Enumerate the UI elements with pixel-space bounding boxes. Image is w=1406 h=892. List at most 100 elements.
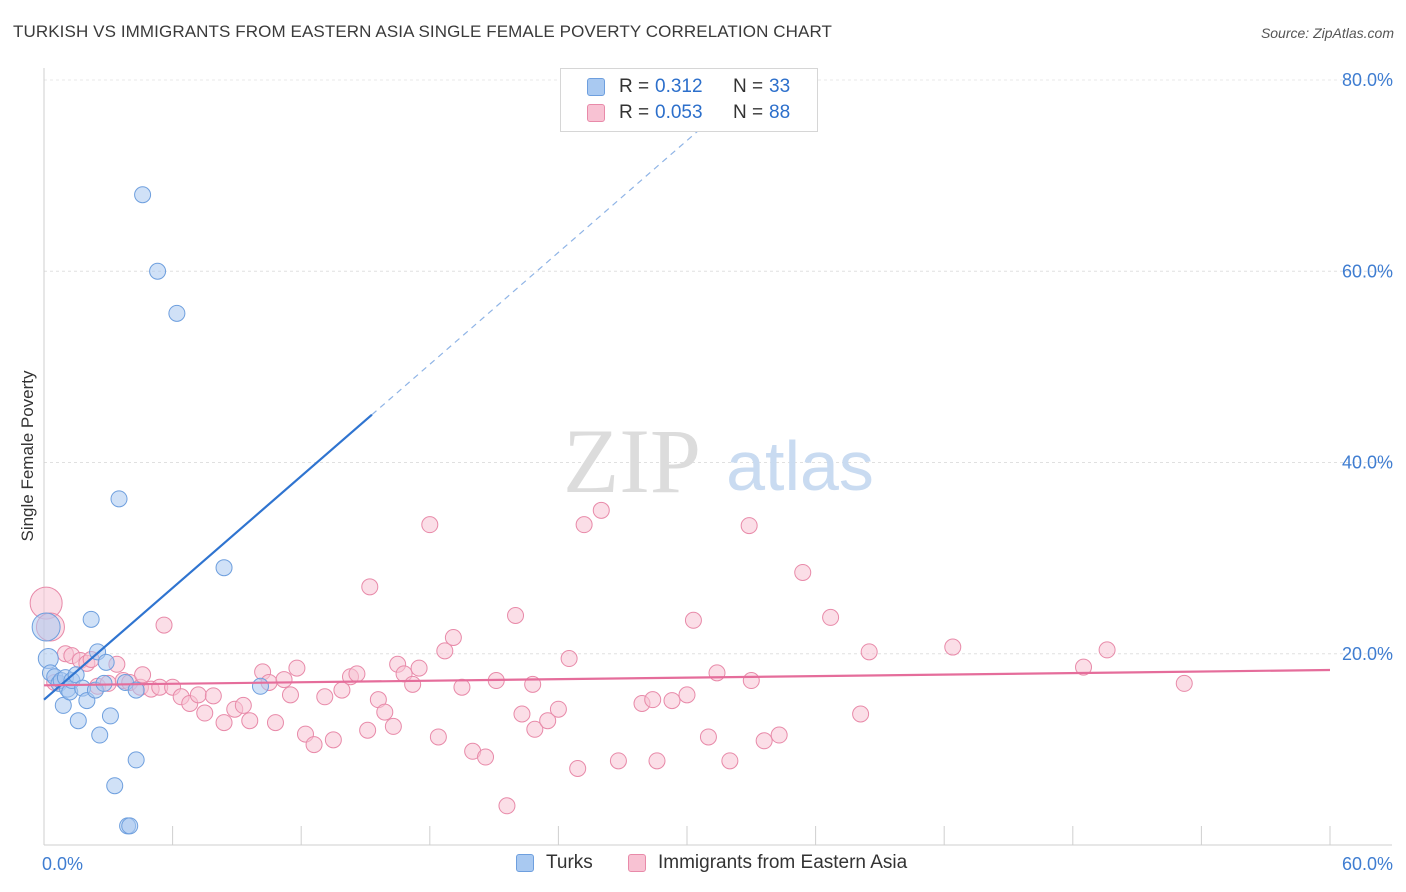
axes — [43, 68, 1392, 846]
legend-item-immigrants[interactable]: Immigrants from Eastern Asia — [628, 852, 907, 874]
turks-point — [127, 681, 145, 699]
r-label: R = — [619, 102, 650, 123]
turks-point — [134, 186, 152, 204]
legend-label-turks: Turks — [546, 852, 593, 873]
immigrants-point — [708, 664, 726, 682]
tick-labels: 20.0% 40.0% 60.0% 80.0% 0.0% 60.0% — [42, 70, 1393, 874]
immigrants-point — [134, 666, 152, 684]
turks-point — [168, 304, 186, 322]
turks-point — [149, 262, 167, 280]
immigrants-point — [740, 517, 758, 535]
immigrants-point — [453, 678, 471, 696]
immigrants-point — [404, 675, 422, 693]
source-label: Source: ZipAtlas.com — [1260, 25, 1394, 41]
immigrants-point — [288, 659, 306, 677]
immigrants-point — [699, 728, 717, 746]
immigrants-point — [477, 748, 495, 766]
immigrants-swatch-icon — [628, 854, 646, 872]
grid-lines — [44, 79, 1392, 655]
immigrants-point — [361, 578, 379, 596]
turks-point — [106, 777, 124, 795]
y-tick-label: 40.0% — [1342, 453, 1393, 473]
immigrants-point — [241, 712, 259, 730]
immigrants-point — [429, 728, 447, 746]
turks-point — [101, 707, 119, 725]
turks-point — [97, 653, 115, 671]
immigrants-point — [742, 672, 760, 690]
x-tick-label: 0.0% — [42, 854, 83, 874]
immigrants-point — [575, 516, 593, 534]
immigrants-point — [648, 752, 666, 770]
watermark: ZIP atlas — [563, 410, 874, 512]
immigrants-point — [305, 736, 323, 754]
immigrants-point — [275, 671, 293, 689]
trend-lines — [43, 112, 1331, 701]
stats-row-immigrants: R = 0.053 N = 88 — [587, 101, 790, 125]
immigrants-point — [644, 691, 662, 709]
legend-item-turks[interactable]: Turks — [516, 852, 593, 874]
immigrants-point — [348, 665, 366, 683]
immigrants-point — [549, 700, 567, 718]
immigrants-point — [860, 643, 878, 661]
immigrants-point — [684, 611, 702, 629]
immigrants-point — [1075, 658, 1093, 676]
immigrants-point — [436, 642, 454, 660]
immigrants-point — [421, 516, 439, 534]
immigrants-point — [755, 732, 773, 750]
n-label: N = — [733, 102, 764, 123]
n-value: 88 — [769, 102, 791, 123]
immigrants-point — [592, 501, 610, 519]
immigrants-point — [359, 721, 377, 739]
immigrants-point — [663, 692, 681, 710]
immigrants-point — [770, 726, 788, 744]
immigrants-point — [324, 731, 342, 749]
series-legend: Turks Immigrants from Eastern Asia — [0, 852, 1406, 878]
series-immigrants-points — [29, 501, 1193, 815]
immigrants-point — [526, 720, 544, 738]
immigrants-point — [204, 687, 222, 705]
stats-row-turks: R = 0.312 N = 33 — [587, 75, 790, 99]
turks-point — [127, 751, 145, 769]
turks-trend-extension — [371, 112, 720, 416]
y-tick-label: 60.0% — [1342, 261, 1393, 281]
y-tick-label: 20.0% — [1342, 644, 1393, 664]
turks-point — [95, 674, 113, 692]
immigrants-point — [507, 607, 525, 624]
turks-point — [110, 490, 128, 508]
immigrants-point — [569, 760, 587, 777]
immigrants-point — [678, 686, 696, 704]
immigrants-point — [721, 752, 739, 770]
immigrants-point — [155, 616, 173, 634]
series-turks-points — [31, 186, 269, 835]
watermark-atlas: atlas — [726, 427, 874, 505]
immigrants-point — [560, 650, 578, 668]
turks-point — [82, 610, 100, 628]
turks-trend-line — [43, 413, 373, 701]
y-tick-label: 80.0% — [1342, 70, 1393, 90]
immigrants-point — [822, 608, 840, 626]
immigrants-point — [384, 717, 402, 735]
immigrants-point — [189, 686, 207, 704]
immigrants-point — [539, 712, 557, 730]
turks-point — [251, 677, 269, 695]
turks-point — [69, 712, 87, 730]
x-tick-label: 60.0% — [1342, 854, 1393, 874]
r-value: 0.312 — [655, 76, 703, 97]
watermark-zip: ZIP — [563, 410, 701, 512]
r-label: R = — [619, 76, 650, 97]
immigrants-point — [609, 752, 627, 770]
immigrants-point — [498, 797, 516, 815]
stats-legend: R = 0.312 N = 33 R = 0.053 N = 88 — [560, 68, 818, 132]
immigrants-point — [794, 563, 812, 581]
immigrants-point — [281, 686, 299, 704]
immigrants-point — [1098, 641, 1116, 659]
immigrants-point — [444, 628, 462, 646]
turks-point — [121, 817, 139, 835]
immigrants-point — [1175, 674, 1193, 692]
immigrants-swatch-icon — [587, 104, 605, 122]
immigrants-point — [234, 696, 252, 714]
immigrants-point — [852, 705, 870, 723]
r-value: 0.053 — [655, 102, 703, 123]
turks-swatch-icon — [516, 854, 534, 872]
n-value: 33 — [769, 76, 791, 97]
